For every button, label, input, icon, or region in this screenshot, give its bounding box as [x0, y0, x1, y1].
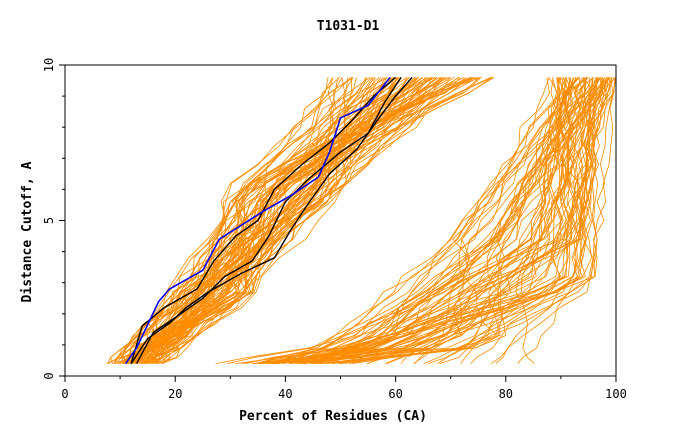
- model-curve: [215, 77, 579, 364]
- x-tick-label: 80: [499, 387, 513, 401]
- y-tick-label: 10: [42, 58, 56, 72]
- x-axis-title: Percent of Residues (CA): [239, 409, 427, 424]
- model-curve: [266, 77, 574, 364]
- model-curve: [302, 77, 609, 364]
- model-curve: [155, 77, 427, 364]
- x-ticks: 0 20 40 60 80 100: [61, 376, 627, 401]
- model-curve: [312, 77, 583, 364]
- model-curve: [282, 77, 601, 364]
- x-tick-label: 20: [168, 387, 182, 401]
- chart-title: T1031-D1: [317, 19, 380, 34]
- model-curve: [319, 77, 591, 364]
- model-curve: [126, 77, 472, 364]
- model-curve: [304, 77, 579, 364]
- model-curve: [366, 77, 598, 364]
- model-curve: [332, 77, 575, 364]
- model-curve: [302, 77, 608, 364]
- model-curve: [315, 77, 615, 364]
- model-curve: [135, 77, 477, 364]
- model-curve: [275, 77, 602, 364]
- reference-curves: [130, 76, 413, 364]
- model-curves: [106, 77, 616, 364]
- model-curve: [290, 77, 571, 364]
- model-curve: [260, 77, 580, 364]
- model-curve: [439, 77, 614, 364]
- model-curve: [129, 77, 398, 364]
- reference-curve: [130, 76, 413, 364]
- model-curve: [138, 77, 417, 364]
- model-curve: [274, 77, 594, 364]
- model-curve: [271, 77, 550, 364]
- model-curve: [299, 77, 616, 364]
- model-curve: [151, 77, 339, 364]
- model-curve: [289, 77, 610, 364]
- model-curve: [413, 77, 566, 364]
- y-tick-label: 0: [42, 372, 56, 379]
- x-tick-label: 100: [605, 387, 627, 401]
- model-curve: [400, 77, 584, 364]
- model-curve: [339, 77, 587, 364]
- model-curve: [303, 77, 587, 364]
- model-curve: [423, 77, 616, 364]
- model-curve: [490, 77, 587, 364]
- highlight-curve: [124, 76, 391, 365]
- model-curve: [283, 77, 579, 364]
- model-curve: [319, 77, 557, 364]
- x-tick-label: 60: [388, 387, 402, 401]
- x-tick-label: 0: [61, 387, 68, 401]
- reference-curve: [135, 77, 402, 364]
- model-curve: [145, 77, 467, 364]
- model-curve: [149, 77, 455, 364]
- reference-curve: [130, 76, 397, 364]
- model-curve: [296, 77, 611, 364]
- model-curve: [274, 77, 616, 364]
- model-curve: [470, 77, 568, 364]
- model-curve: [267, 77, 613, 364]
- model-curve: [352, 77, 579, 364]
- model-curve: [144, 77, 403, 364]
- highlight-curves: [124, 76, 391, 365]
- model-curve: [245, 77, 576, 364]
- model-curve: [160, 77, 473, 364]
- model-curve: [252, 77, 587, 364]
- model-curve: [119, 77, 480, 364]
- model-curve: [460, 77, 598, 364]
- y-tick-label: 5: [42, 217, 56, 224]
- model-curve: [153, 77, 392, 364]
- model-curve: [437, 77, 564, 364]
- model-curve: [414, 77, 607, 364]
- model-curve: [310, 77, 594, 364]
- x-tick-label: 40: [278, 387, 292, 401]
- model-curve: [154, 77, 394, 364]
- model-curve: [254, 77, 575, 364]
- model-curve: [144, 77, 392, 364]
- model-curve: [294, 77, 574, 364]
- y-ticks: 0 5 10: [42, 58, 65, 380]
- model-curve: [162, 77, 399, 364]
- model-curve: [131, 77, 371, 364]
- model-curve: [254, 77, 597, 364]
- model-curve: [517, 77, 583, 364]
- y-axis-title: Distance Cutoff, A: [20, 161, 35, 302]
